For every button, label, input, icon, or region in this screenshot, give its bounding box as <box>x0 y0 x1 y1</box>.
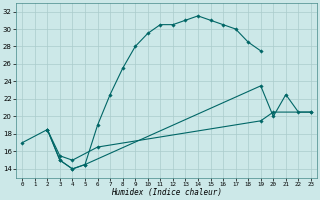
X-axis label: Humidex (Indice chaleur): Humidex (Indice chaleur) <box>111 188 222 197</box>
